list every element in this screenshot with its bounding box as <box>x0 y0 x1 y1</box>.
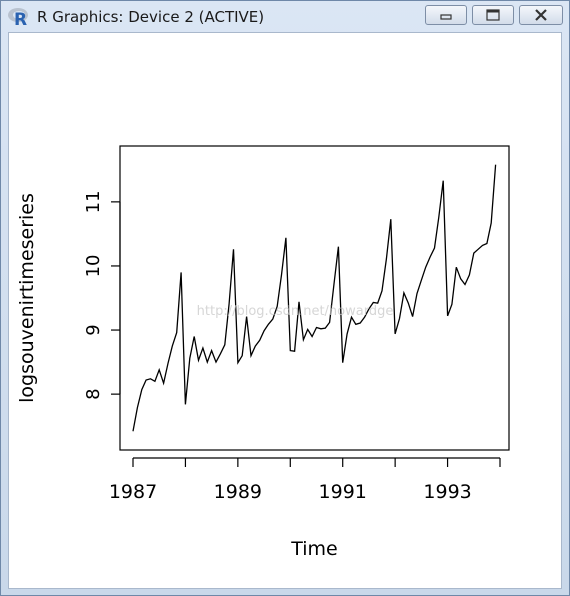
minimize-icon <box>440 14 452 20</box>
y-tick-label: 9 <box>83 324 104 335</box>
title-bar[interactable]: R R Graphics: Device 2 (ACTIVE) <box>1 1 569 32</box>
y-tick-label: 10 <box>83 255 104 278</box>
x-tick-label: 1991 <box>319 481 367 503</box>
x-tick-label: 1987 <box>109 481 157 503</box>
y-tick-label: 8 <box>83 388 104 399</box>
minimize-button[interactable] <box>425 5 467 25</box>
line-chart: 8 9 10 11 1987 1989 1991 1993 logsouvenirtimes… <box>16 145 510 560</box>
r-logo-icon: R <box>8 8 28 27</box>
y-axis: 8 9 10 11 <box>83 190 121 400</box>
y-axis-label: logsouvenirtimeseries <box>16 193 38 403</box>
watermark-text: http://blog.csdn.net/howardge <box>197 304 394 319</box>
r-logo-letter: R <box>14 10 27 27</box>
maximize-icon <box>486 9 500 21</box>
x-tick-label: 1989 <box>214 481 262 503</box>
x-axis-label: Time <box>290 538 338 560</box>
close-button[interactable] <box>519 5 563 25</box>
maximize-button[interactable] <box>472 5 514 25</box>
y-tick-label: 11 <box>83 190 104 213</box>
close-icon <box>535 9 547 21</box>
window-title: R Graphics: Device 2 (ACTIVE) <box>37 8 265 26</box>
x-axis: 1987 1989 1991 1993 <box>109 457 501 503</box>
x-tick-label: 1993 <box>423 481 471 503</box>
series-line-logsouvenirtimeseries <box>132 164 497 432</box>
plot-canvas: 8 9 10 11 1987 1989 1991 1993 logsouvenirtimes… <box>8 32 562 589</box>
plot-frame <box>119 145 510 451</box>
